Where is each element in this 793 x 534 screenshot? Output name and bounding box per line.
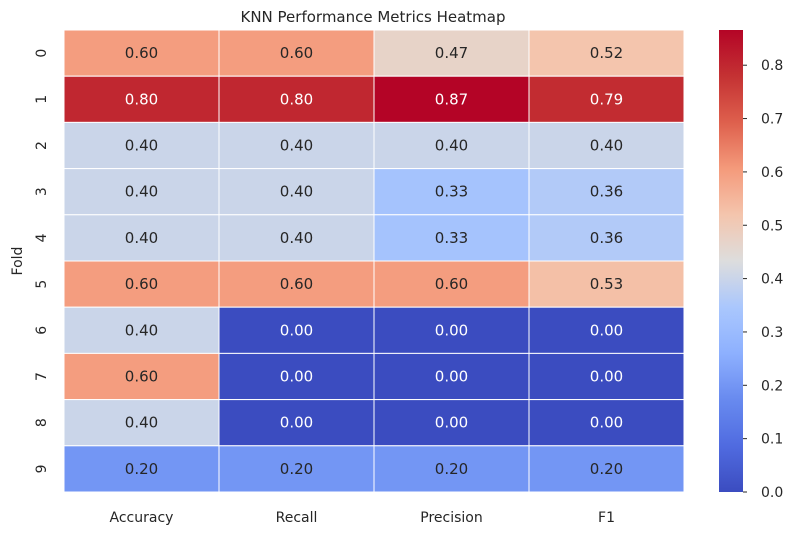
x-tick-label: F1 <box>598 510 615 526</box>
cell-value-label: 0.40 <box>280 229 313 247</box>
cell-value-label: 0.00 <box>590 368 623 386</box>
cell-value-label: 0.40 <box>125 137 158 155</box>
y-tick-labels: 0 1 2 3 4 5 6 7 8 9 <box>34 49 50 474</box>
cell-value-label: 0.33 <box>435 183 468 201</box>
x-tick-label: Recall <box>276 510 318 526</box>
cell-value-label: 0.00 <box>280 368 313 386</box>
cell-value-label: 0.60 <box>125 275 158 293</box>
cell-value-label: 0.20 <box>435 460 468 478</box>
cell-value-label: 0.00 <box>435 368 468 386</box>
colorbar-tick-label: 0.4 <box>761 272 783 288</box>
cell-value-label: 0.80 <box>125 90 158 108</box>
colorbar: 0.0 0.1 0.2 0.3 0.4 0.5 0.6 0.7 0.8 <box>719 30 783 501</box>
cell-value-label: 0.00 <box>590 321 623 339</box>
cell-value-label: 0.60 <box>280 44 313 62</box>
cell-value-label: 0.40 <box>125 229 158 247</box>
cell-value-label: 0.52 <box>590 44 623 62</box>
cell-value-label: 0.53 <box>590 275 623 293</box>
y-tick-label: 3 <box>34 187 50 196</box>
cell-value-label: 0.00 <box>280 414 313 432</box>
cell-value-label: 0.40 <box>125 321 158 339</box>
colorbar-tick-label: 0.7 <box>761 112 783 128</box>
cell-value-label: 0.20 <box>125 460 158 478</box>
y-tick-label: 7 <box>34 372 50 381</box>
colorbar-gradient <box>719 30 743 492</box>
cell-value-label: 0.00 <box>590 414 623 432</box>
cell-value-label: 0.60 <box>125 368 158 386</box>
y-tick-label: 6 <box>34 326 50 335</box>
cell-value-label: 0.87 <box>435 90 468 108</box>
cell-value-label: 0.40 <box>125 183 158 201</box>
cell-value-label: 0.40 <box>280 183 313 201</box>
cell-value-label: 0.60 <box>435 275 468 293</box>
colorbar-tick-label: 0.8 <box>761 58 783 74</box>
y-tick-label: 8 <box>34 418 50 427</box>
cell-value-label: 0.80 <box>280 90 313 108</box>
cell-value-label: 0.40 <box>125 414 158 432</box>
cell-value-label: 0.00 <box>435 414 468 432</box>
cell-value-label: 0.36 <box>590 183 623 201</box>
y-tick-label: 0 <box>34 49 50 58</box>
cell-value-label: 0.00 <box>280 321 313 339</box>
cell-value-label: 0.79 <box>590 90 623 108</box>
colorbar-tick-label: 0.1 <box>761 432 783 448</box>
y-tick-label: 2 <box>34 141 50 150</box>
cell-value-label: 0.20 <box>590 460 623 478</box>
cell-value-label: 0.60 <box>125 44 158 62</box>
cell-value-label: 0.00 <box>435 321 468 339</box>
y-tick-label: 5 <box>34 280 50 289</box>
cell-value-label: 0.20 <box>280 460 313 478</box>
x-tick-labels: Accuracy Recall Precision F1 <box>110 510 615 526</box>
cell-value-label: 0.33 <box>435 229 468 247</box>
cell-value-label: 0.40 <box>280 137 313 155</box>
y-tick-label: 1 <box>34 95 50 104</box>
y-tick-label: 4 <box>34 233 50 242</box>
x-tick-label: Precision <box>420 510 482 526</box>
colorbar-tick-label: 0.0 <box>761 485 783 501</box>
cell-value-label: 0.40 <box>590 137 623 155</box>
y-tick-label: 9 <box>34 464 50 473</box>
colorbar-tick-label: 0.5 <box>761 218 783 234</box>
cell-value-label: 0.47 <box>435 44 468 62</box>
chart-title: KNN Performance Metrics Heatmap <box>241 8 506 26</box>
y-axis-label: Fold <box>10 247 26 276</box>
cell-value-label: 0.60 <box>280 275 313 293</box>
colorbar-tick-label: 0.6 <box>761 165 783 181</box>
cell-value-label: 0.40 <box>435 137 468 155</box>
cell-value-label: 0.36 <box>590 229 623 247</box>
x-tick-label: Accuracy <box>110 510 174 526</box>
heatmap-cells: 0.60 0.60 0.47 0.52 0.80 0.80 0.87 0.79 0.40 0.40… <box>64 30 684 492</box>
colorbar-tick-label: 0.2 <box>761 378 783 394</box>
colorbar-tick-label: 0.3 <box>761 325 783 341</box>
